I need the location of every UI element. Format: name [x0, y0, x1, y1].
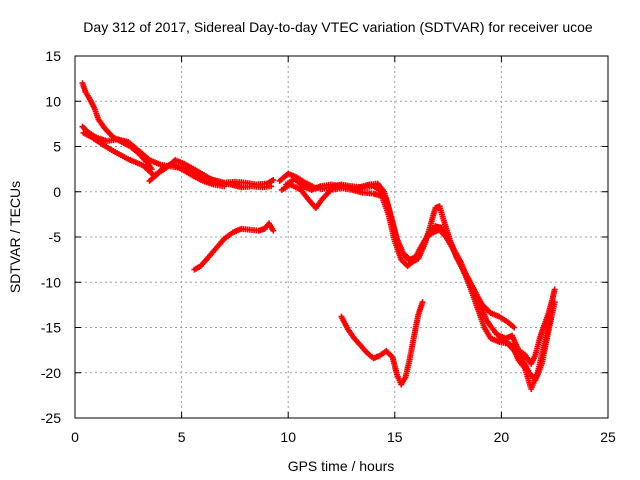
y-tick-label: -5: [49, 229, 62, 245]
series-track-9: [338, 299, 426, 388]
y-axis-label: SDTVAR / TECUs: [7, 181, 23, 293]
series-track-10: [494, 286, 558, 367]
marker-trace: [146, 161, 228, 190]
x-tick-label: 25: [600, 429, 616, 445]
marker-trace: [338, 299, 426, 388]
series-track-8: [283, 176, 554, 392]
y-tick-label: -25: [41, 410, 61, 426]
y-tick-label: -10: [41, 274, 61, 290]
x-tick-label: 10: [280, 429, 296, 445]
axis-ticks: 0 5 10 15 20 25 -25 -20 -15 -10 -5 0 5 10 15: [41, 48, 616, 445]
y-tick-label: 0: [53, 184, 61, 200]
x-axis-label: GPS time / hours: [288, 458, 395, 474]
y-tick-label: 10: [45, 93, 61, 109]
x-tick-label: 15: [387, 429, 403, 445]
y-tick-label: 5: [53, 139, 61, 155]
series-track-4: [146, 161, 228, 190]
y-tick-label: -20: [41, 365, 61, 381]
chart-title: Day 312 of 2017, Sidereal Day-to-day VTE…: [83, 19, 593, 35]
y-tick-label: 15: [45, 48, 61, 64]
y-tick-label: -15: [41, 320, 61, 336]
marker-trace: [494, 286, 558, 367]
marker-trace: [283, 176, 554, 392]
x-tick-label: 20: [494, 429, 510, 445]
x-tick-label: 5: [178, 429, 186, 445]
data-series: [79, 80, 558, 392]
grid: [75, 56, 608, 418]
series-track-5: [191, 220, 277, 273]
marker-trace: [191, 220, 277, 273]
x-tick-label: 0: [71, 429, 79, 445]
